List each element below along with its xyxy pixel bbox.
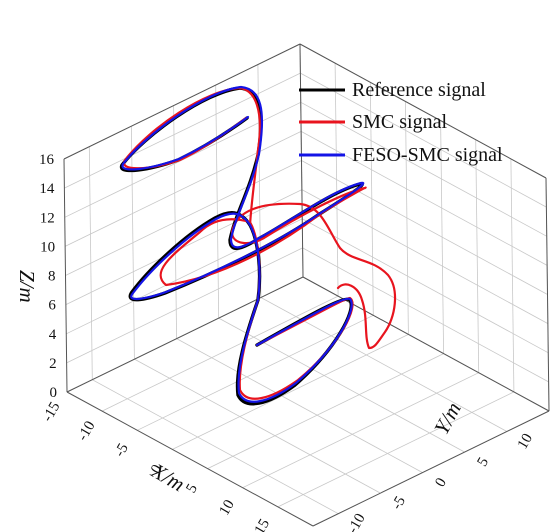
- z-tick-label: 4: [49, 327, 57, 343]
- grid-line: [92, 379, 339, 515]
- grid-line: [300, 72, 547, 208]
- grid-line: [302, 218, 549, 354]
- z-tick-label: 2: [49, 356, 57, 372]
- legend-label-smc: SMC signal: [352, 111, 447, 133]
- box-edge: [312, 410, 550, 527]
- z-tick-label: 12: [40, 210, 55, 226]
- tick-labels: -15-10-505101520-10-50510150246810121416: [39, 152, 536, 532]
- grid-line: [65, 160, 302, 276]
- z-axis-label: Z/m: [15, 270, 39, 303]
- y-tick-label: 10: [515, 431, 536, 452]
- grid-line: [137, 314, 374, 431]
- y-tick-label: 5: [474, 455, 492, 469]
- y-tick-label: -10: [345, 511, 369, 532]
- legend-label-reference: Reference signal: [352, 79, 486, 101]
- z-tick-label: 6: [48, 298, 56, 314]
- y-tick-label: 0: [432, 475, 450, 489]
- box-edge: [63, 43, 301, 160]
- grid-line: [277, 391, 515, 508]
- box-edge: [66, 276, 304, 393]
- x-tick-label: 15: [252, 516, 273, 532]
- grid-line: [218, 317, 465, 453]
- x-tick-label: -5: [112, 441, 132, 460]
- z-tick-label: 10: [40, 239, 55, 255]
- grid-line: [302, 247, 549, 383]
- z-tick-label: 8: [48, 269, 56, 285]
- box-edge: [302, 276, 550, 412]
- x-tick-label: -10: [75, 418, 99, 443]
- series-line-feso-smc: [121, 85, 365, 403]
- grid-line: [176, 338, 423, 473]
- y-axis-label: Y/m: [429, 398, 466, 438]
- grid-line: [64, 131, 302, 247]
- grid-line: [64, 72, 301, 189]
- legend: Reference signal SMC signal FESO-SMC sig…: [299, 79, 503, 166]
- grid-line: [101, 295, 339, 412]
- legend-label-feso-smc: FESO-SMC signal: [352, 144, 503, 166]
- z-tick-label: 14: [39, 181, 55, 197]
- grid-line: [65, 189, 303, 305]
- x-tick-label: -15: [40, 399, 64, 424]
- box-edge: [299, 43, 547, 179]
- z-tick-label: 16: [39, 152, 55, 168]
- grid-line: [134, 358, 381, 494]
- grid-line: [207, 353, 444, 469]
- z-tick-label: 0: [50, 385, 58, 401]
- grid-line: [300, 101, 547, 237]
- grid-line: [301, 189, 549, 324]
- x-tick-label: 10: [217, 497, 238, 518]
- grid-line: [172, 334, 409, 450]
- box-edge: [66, 391, 314, 527]
- y-tick-label: -5: [389, 494, 409, 513]
- box-edge: [299, 43, 304, 278]
- series-line-smc: [122, 86, 397, 400]
- box-edge: [63, 158, 68, 393]
- grid-line: [301, 160, 548, 295]
- curves: [119, 85, 397, 406]
- box-edge: [545, 177, 550, 412]
- grid-line: [242, 372, 479, 489]
- grid-line: [66, 247, 303, 364]
- x-tick-label: 5: [183, 481, 201, 495]
- grid-line: [260, 297, 508, 432]
